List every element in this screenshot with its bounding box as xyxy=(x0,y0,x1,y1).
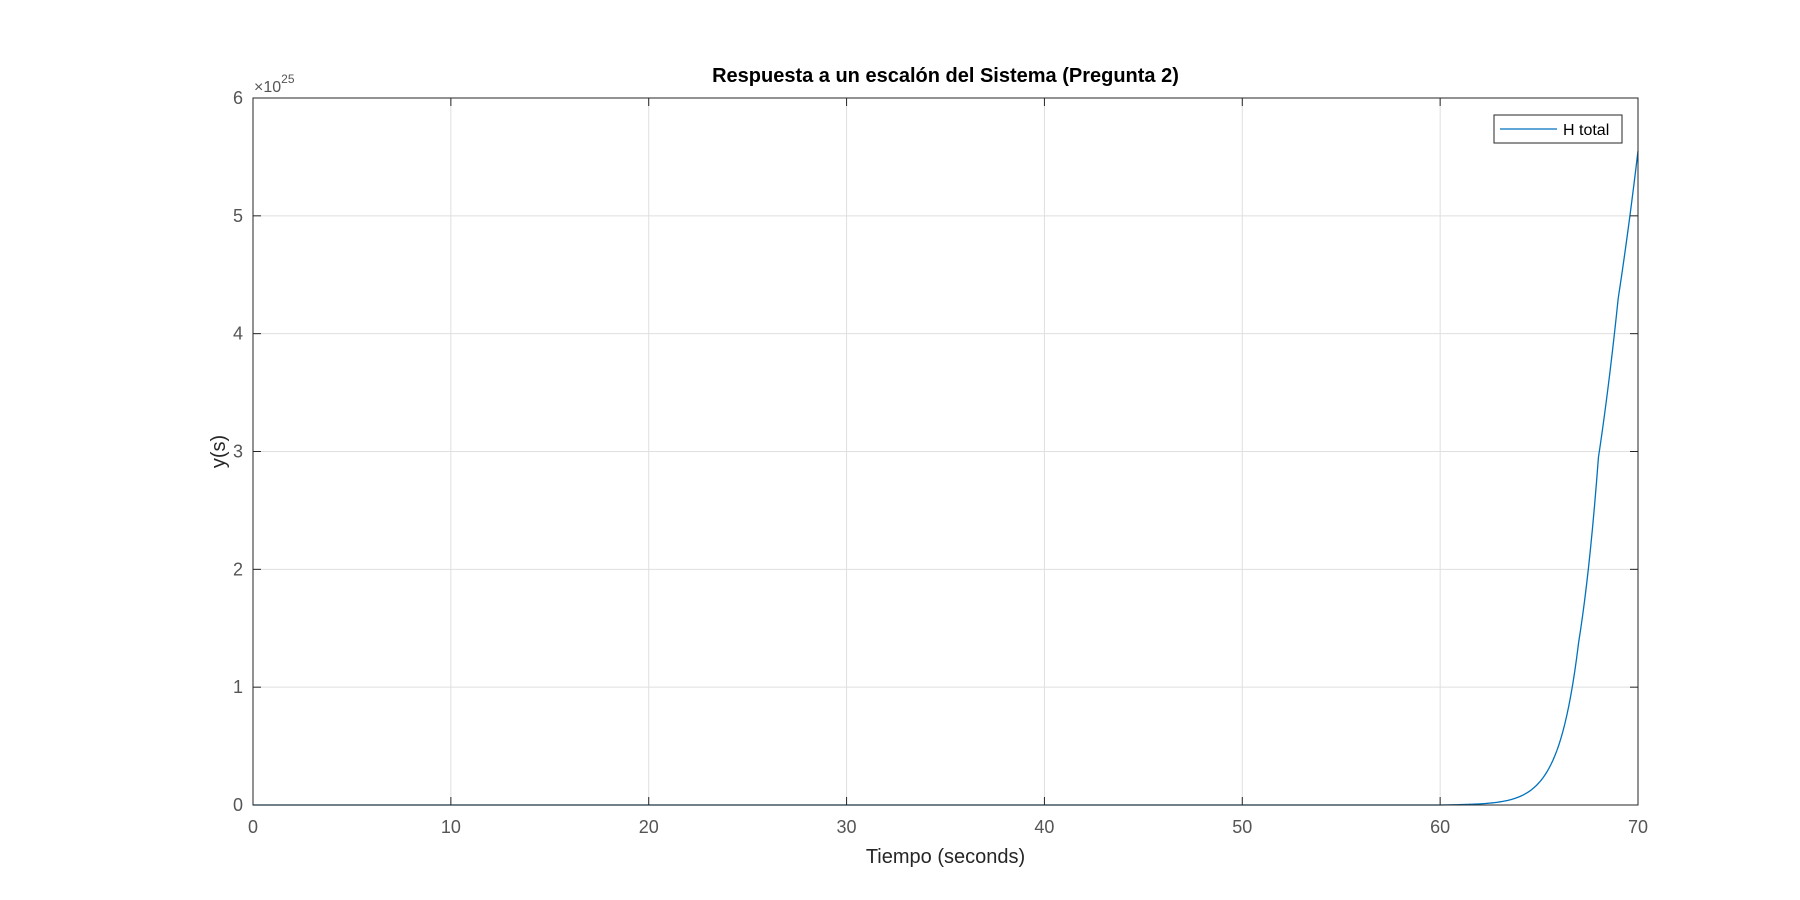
x-tick-label: 30 xyxy=(837,817,857,837)
x-tick-label: 0 xyxy=(248,817,258,837)
grid-lines xyxy=(253,98,1638,805)
y-axis-label: y(s) xyxy=(208,435,230,468)
y-exponent-label: ×1025 xyxy=(254,72,295,96)
y-tick-label: 1 xyxy=(233,677,243,697)
series-line-h-total xyxy=(253,150,1639,806)
x-tick-label: 10 xyxy=(441,817,461,837)
y-tick-label: 5 xyxy=(233,206,243,226)
x-tick-label: 40 xyxy=(1034,817,1054,837)
y-tick-label: 0 xyxy=(233,795,243,815)
x-tick-label: 70 xyxy=(1628,817,1648,837)
plot-area xyxy=(253,150,1639,806)
y-tick-label: 4 xyxy=(233,324,243,344)
x-axis: 0 10 20 30 40 50 60 70 xyxy=(248,98,1648,837)
y-axis: 0 1 2 3 4 5 6 xyxy=(233,88,1638,815)
y-tick-label: 2 xyxy=(233,559,243,579)
y-exponent-value: 25 xyxy=(281,72,295,86)
legend: H total xyxy=(1493,114,1623,144)
chart-title: Respuesta a un escalón del Sistema (Preg… xyxy=(712,65,1179,87)
x-tick-label: 60 xyxy=(1430,817,1450,837)
x-tick-label: 50 xyxy=(1232,817,1252,837)
legend-box xyxy=(1493,114,1623,144)
legend-label: H total xyxy=(1563,122,1609,139)
x-axis-label: Tiempo (seconds) xyxy=(866,846,1025,868)
x-tick-label: 20 xyxy=(639,817,659,837)
y-tick-label: 3 xyxy=(233,442,243,462)
y-tick-label: 6 xyxy=(233,88,243,108)
y-exponent-prefix: ×10 xyxy=(254,79,281,96)
